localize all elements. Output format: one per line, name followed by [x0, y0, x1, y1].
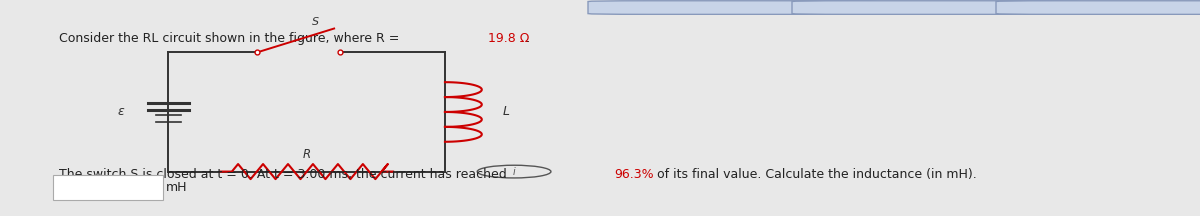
Text: of its final value. Calculate the inductance (in mH).: of its final value. Calculate the induct… — [654, 168, 977, 181]
Text: L: L — [503, 105, 510, 118]
Text: The switch S is closed at t = 0. At t = 3.00 ms, the current has reached: The switch S is closed at t = 0. At t = … — [59, 168, 511, 181]
Text: 19.8 Ω: 19.8 Ω — [487, 32, 529, 46]
FancyBboxPatch shape — [996, 1, 1200, 14]
FancyBboxPatch shape — [588, 1, 876, 14]
Text: 96.3%: 96.3% — [614, 168, 654, 181]
Text: R: R — [302, 148, 311, 161]
Text: S: S — [312, 17, 319, 27]
Text: Consider the RL circuit shown in the figure, where R =: Consider the RL circuit shown in the fig… — [59, 32, 403, 46]
Text: i: i — [512, 167, 516, 177]
FancyBboxPatch shape — [792, 1, 1080, 14]
Text: ε: ε — [118, 105, 125, 118]
FancyBboxPatch shape — [53, 175, 163, 200]
Text: mH: mH — [166, 181, 187, 194]
Text: .: . — [526, 32, 529, 46]
